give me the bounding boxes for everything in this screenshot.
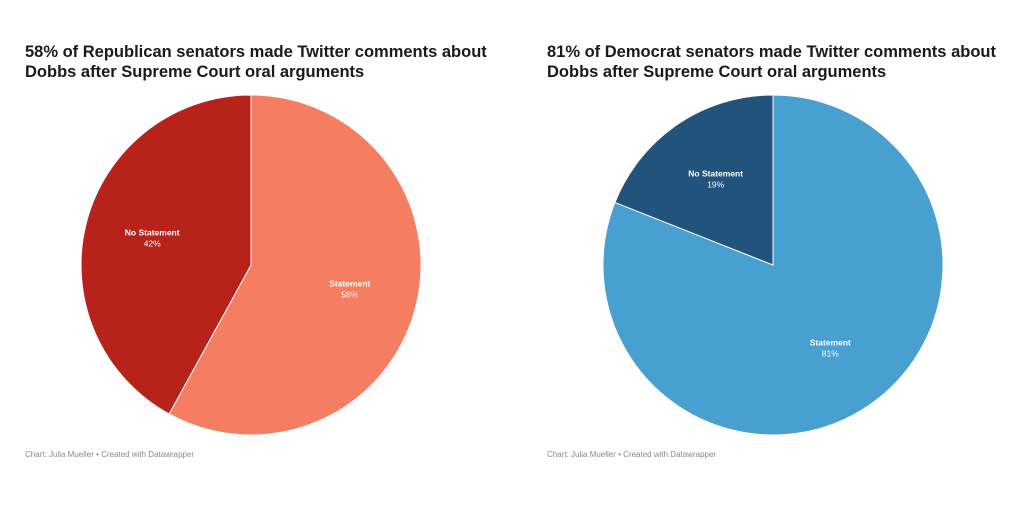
democrat-chart-panel: 81% of Democrat senators made Twitter co… <box>522 0 1022 507</box>
democrat-pie-chart: Statement 81% No Statement 19% <box>602 94 944 436</box>
slice-label-value: 19% <box>707 180 724 190</box>
slice-label-value: 58% <box>341 289 358 299</box>
chart-credit: Chart: Julia Mueller • Created with Data… <box>547 450 717 459</box>
slice-label-value: 81% <box>822 348 839 358</box>
slice-label: No Statement 42% <box>125 228 180 249</box>
slice-label-name: No Statement <box>688 169 743 179</box>
slice-label-name: Statement <box>810 337 851 347</box>
pie-slice-no-statement <box>614 94 774 266</box>
chart-credit: Chart: Julia Mueller • Created with Data… <box>25 450 195 459</box>
slice-label-value: 42% <box>144 239 161 249</box>
chart-title: 81% of Democrat senators made Twitter co… <box>547 43 996 81</box>
slice-label: Statement 58% <box>329 278 370 299</box>
pie-slice-no-statement <box>80 94 252 415</box>
slice-label-name: Statement <box>329 278 370 288</box>
chart-title: 58% of Republican senators made Twitter … <box>25 43 487 81</box>
pie-slice-statement <box>602 94 944 436</box>
slice-label-name: No Statement <box>125 228 180 238</box>
pie-slice-statement <box>168 94 422 436</box>
slice-label: No Statement 19% <box>688 169 743 190</box>
slice-label: Statement 81% <box>810 337 851 358</box>
republican-chart-panel: 58% of Republican senators made Twitter … <box>0 0 500 507</box>
republican-pie-chart: Statement 58% No Statement 42% <box>80 94 422 436</box>
